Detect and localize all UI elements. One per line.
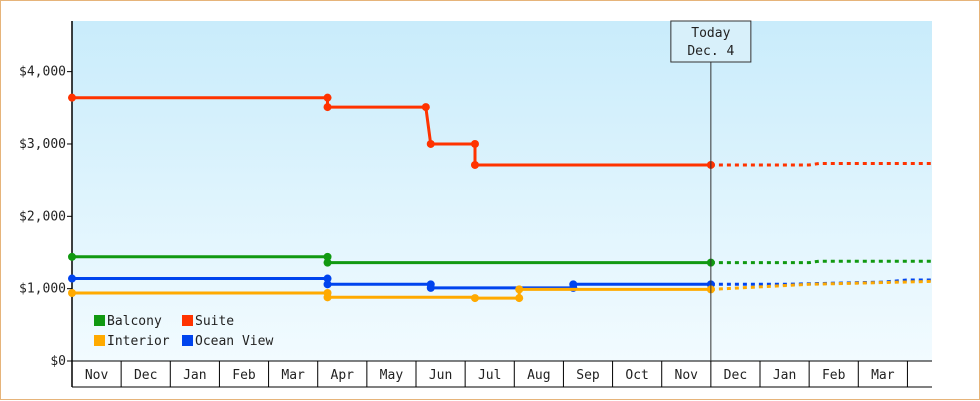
today-label: Today <box>691 26 730 41</box>
data-point-interior[interactable] <box>68 289 76 297</box>
data-point-ocean-view[interactable] <box>426 283 435 292</box>
series-forecast-interior <box>710 279 933 291</box>
x-tick-label: Dec <box>134 368 157 383</box>
data-point-interior[interactable] <box>323 293 332 302</box>
y-tick-label: $4,000 <box>19 65 66 80</box>
legend-swatch-suite <box>182 315 193 326</box>
x-tick-label: May <box>380 368 404 383</box>
data-point-suite[interactable] <box>323 93 332 102</box>
data-point-suite[interactable] <box>68 93 76 102</box>
y-tick-label: $3,000 <box>19 137 66 152</box>
y-tick-label: $0 <box>50 354 66 369</box>
data-point-interior[interactable] <box>470 294 479 303</box>
data-point-suite[interactable] <box>470 160 479 169</box>
data-point-balcony[interactable] <box>68 252 76 261</box>
y-tick-label: $1,000 <box>19 282 66 297</box>
today-box <box>670 20 752 63</box>
series-forecast-ocean-view <box>710 278 932 286</box>
data-point-ocean-view[interactable] <box>323 280 332 289</box>
legend-label-ocean-view: Ocean View <box>195 334 273 349</box>
today-date: Dec. 4 <box>687 44 734 59</box>
x-tick-label: Oct <box>625 368 648 383</box>
x-tick-label: Nov <box>85 368 109 383</box>
data-point-suite[interactable] <box>470 139 479 148</box>
x-tick-label: Aug <box>527 368 550 383</box>
legend-swatch-ocean-view <box>182 335 193 346</box>
data-point-ocean-view[interactable] <box>68 274 76 283</box>
x-tick-label: Feb <box>232 368 256 383</box>
legend-label-interior: Interior <box>107 334 170 349</box>
data-point-interior[interactable] <box>515 285 524 294</box>
x-tick-label: Sep <box>576 368 600 383</box>
data-point-suite[interactable] <box>421 103 430 112</box>
x-tick-label: Apr <box>331 368 355 383</box>
data-point-ocean-view[interactable] <box>569 280 578 289</box>
x-tick-label: Mar <box>281 368 305 383</box>
data-point-balcony[interactable] <box>323 258 332 267</box>
data-point-suite[interactable] <box>426 139 435 148</box>
x-tick-label: Feb <box>822 368 846 383</box>
data-point-balcony[interactable] <box>323 252 332 261</box>
plot-background <box>72 21 932 361</box>
x-tick-label: Jan <box>773 368 796 383</box>
x-tick-label: Mar <box>871 368 895 383</box>
series-forecast-suite <box>710 162 932 167</box>
legend-label-suite: Suite <box>195 314 234 329</box>
data-point-interior[interactable] <box>515 294 524 303</box>
x-tick-label: Jan <box>183 368 206 383</box>
x-tick-label: Jul <box>478 368 501 383</box>
legend-label-balcony: Balcony <box>107 314 162 329</box>
data-point-ocean-view[interactable] <box>323 274 332 283</box>
legend-swatch-interior <box>94 335 105 346</box>
y-tick-label: $2,000 <box>19 209 66 224</box>
legend-swatch-balcony <box>94 315 105 326</box>
series-forecast-balcony <box>710 259 932 265</box>
x-tick-label: Nov <box>675 368 699 383</box>
data-point-suite[interactable] <box>323 103 332 112</box>
x-tick-label: Jun <box>429 368 452 383</box>
x-tick-label: Dec <box>724 368 747 383</box>
